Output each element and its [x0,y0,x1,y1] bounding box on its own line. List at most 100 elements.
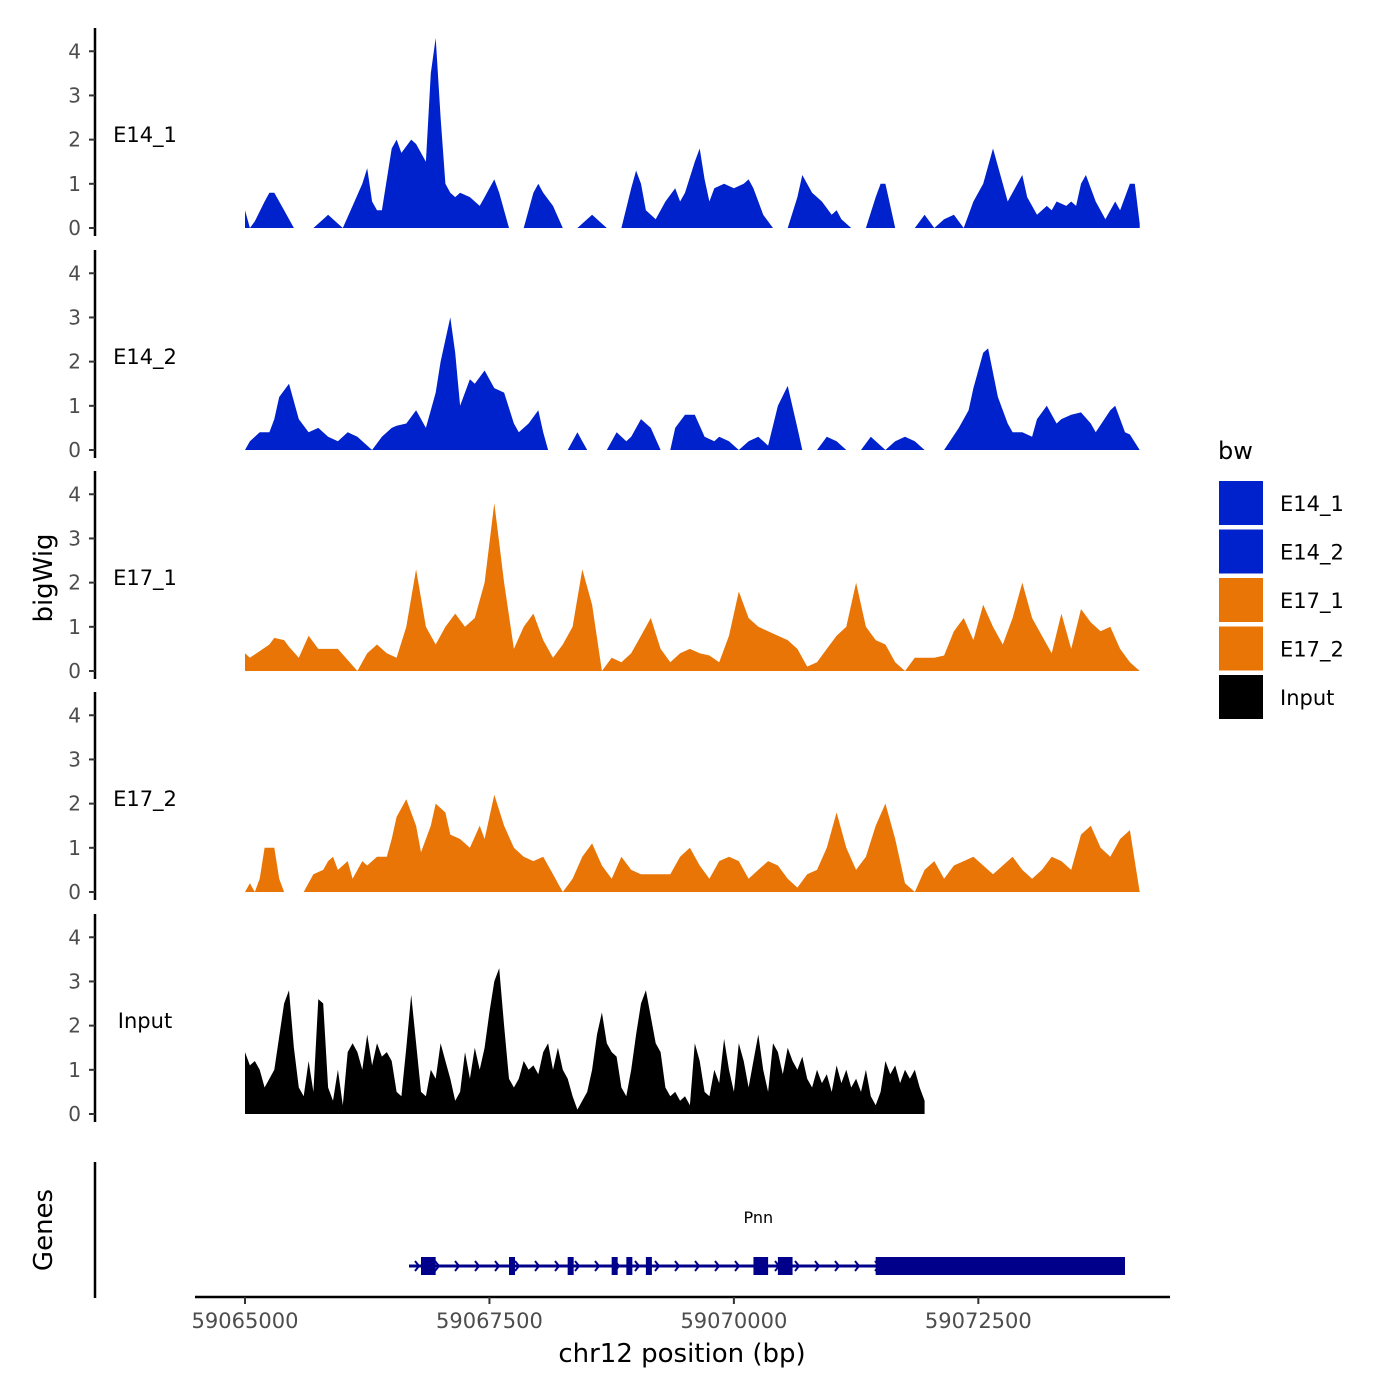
coverage-area [523,183,563,228]
gene-exon [509,1257,515,1275]
y-tick-label: 3 [68,526,81,550]
gene-exon [611,1257,618,1275]
track-label: E14_1 [113,123,177,148]
x-tick-label: 59065000 [192,1309,299,1333]
coverage-area [670,385,803,450]
y-axis-title: bigWig [29,533,59,622]
coverage-area [787,175,852,228]
y-tick-label: 4 [68,39,81,63]
gene-exon [753,1257,769,1275]
strand-chevron [594,1260,601,1272]
strand-chevron [654,1260,661,1272]
strand-chevron [414,1260,421,1272]
coverage-area [865,183,896,228]
y-tick-label: 2 [68,1014,81,1038]
legend-swatch [1219,578,1263,622]
strand-chevron [854,1260,861,1272]
coverage-area [944,348,1140,450]
strand-chevron [834,1260,841,1272]
gene-name-label: Pnn [744,1208,774,1227]
strand-chevron [674,1260,681,1272]
y-tick-label: 1 [68,615,81,639]
y-tick-label: 0 [68,1102,81,1126]
strand-chevron [554,1260,561,1272]
coverage-area [861,436,925,450]
gene-exon [645,1257,652,1275]
coverage-area [621,148,773,228]
strand-chevron [534,1260,541,1272]
y-tick-label: 3 [68,83,81,107]
coverage-area [245,503,1140,671]
y-tick-label: 3 [68,969,81,993]
track-label: E17_1 [113,566,177,591]
track-label: E17_2 [113,787,177,812]
x-axis: 59065000 59067500 59070000 59072500 chr12 po… [192,1295,1170,1369]
strand-chevron [814,1260,821,1272]
legend: bw E14_1 E14_2 E17_1 E17_2 Input [1218,437,1344,719]
track-input: 0 1 2 3 4 Input [68,914,925,1126]
y-tick-label: 0 [68,880,81,904]
legend-label: E17_2 [1280,638,1344,663]
coverage-area [606,419,661,450]
gene-exon [875,1257,1125,1275]
coverage-area [313,38,509,228]
y-tick-label: 4 [68,482,81,506]
gene-exon [777,1257,793,1275]
track-label: E14_2 [113,345,177,370]
gene-exon [567,1257,574,1275]
strand-chevron [794,1260,801,1272]
track-e17-2: 0 1 2 3 4 E17_2 [68,692,1140,904]
y-tick-label: 0 [68,659,81,683]
legend-swatch [1219,675,1263,719]
genes-track-title: Genes [29,1189,59,1271]
strand-chevron [454,1260,461,1272]
coverage-area [245,317,549,450]
y-tick-label: 0 [68,438,81,462]
y-tick-label: 4 [68,261,81,285]
track-e14-1: 0 1 2 3 4 E14_1 [68,28,1140,240]
y-tick-label: 4 [68,703,81,727]
track-label: Input [118,1009,172,1033]
genes-track: Pnn [93,1162,1125,1298]
strand-chevron [514,1260,521,1272]
x-tick-label: 59070000 [680,1309,787,1333]
legend-label: E14_1 [1280,492,1344,517]
coverage-area [914,148,1140,228]
legend-swatch [1219,626,1263,671]
y-tick-label: 1 [68,1058,81,1082]
y-tick-label: 3 [68,747,81,771]
strand-chevron [694,1260,701,1272]
strand-chevron [574,1260,581,1272]
strand-chevron [734,1260,741,1272]
strand-chevron [494,1260,501,1272]
coverage-area [817,436,847,450]
legend-label: E17_1 [1280,589,1344,614]
coverage-area [577,214,607,228]
y-tick-label: 2 [68,571,81,595]
gene-exon [626,1257,633,1275]
legend-label: E14_2 [1280,541,1344,566]
y-tick-label: 1 [68,836,81,860]
track-e17-1: 0 1 2 3 4 E17_1 [68,471,1140,683]
coverage-area [245,192,294,228]
y-tick-label: 4 [68,925,81,949]
y-tick-label: 2 [68,792,81,816]
coverage-area [567,432,588,450]
strand-chevron [714,1260,721,1272]
legend-swatch [1219,481,1263,525]
strand-chevron [434,1260,441,1272]
strand-chevron [634,1260,641,1272]
gene-exon [421,1257,436,1275]
legend-label: Input [1280,686,1334,710]
x-tick-label: 59072500 [925,1309,1032,1333]
strand-chevron [474,1260,481,1272]
y-tick-label: 2 [68,128,81,152]
coverage-area [245,847,285,892]
legend-title: bw [1218,437,1253,465]
x-tick-label: 59067500 [436,1309,543,1333]
y-tick-label: 1 [68,394,81,418]
track-e14-2: 0 1 2 3 4 E14_2 [68,250,1140,462]
legend-swatch [1219,529,1263,574]
y-tick-label: 1 [68,172,81,196]
